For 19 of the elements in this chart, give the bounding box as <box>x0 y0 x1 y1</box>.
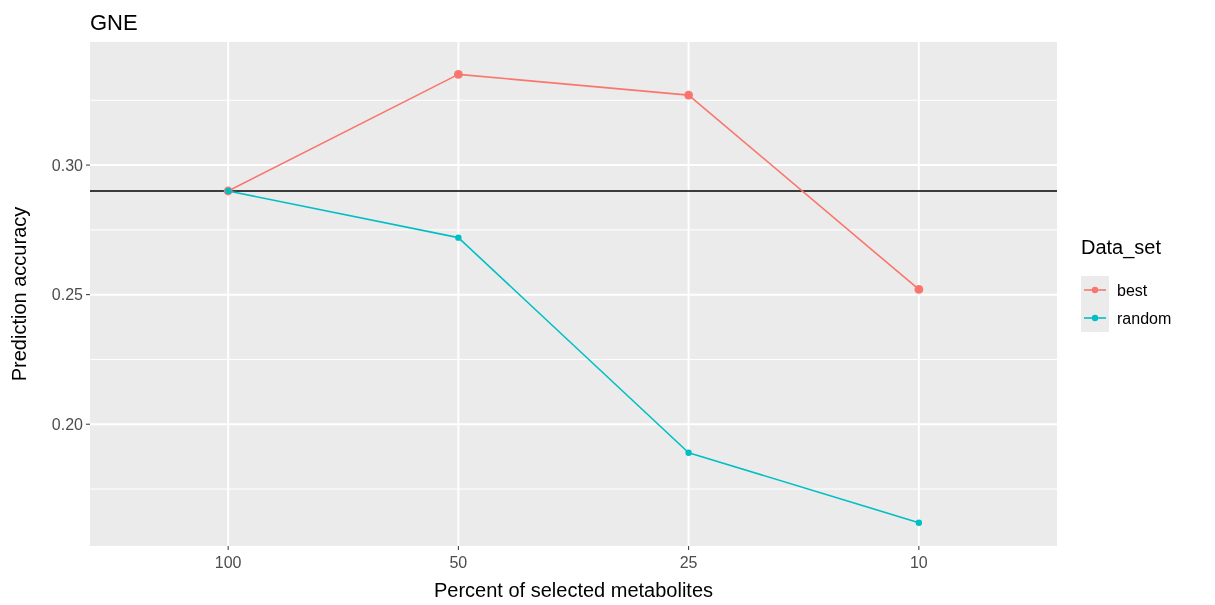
x-tick-label: 10 <box>909 554 928 571</box>
point <box>915 519 923 526</box>
y-tick-label: 0.25 <box>51 286 84 304</box>
legend-title: Data_set <box>1081 236 1162 259</box>
x-tick-label: 100 <box>214 554 242 571</box>
x-tick-label: 50 <box>449 554 468 571</box>
point <box>914 285 924 294</box>
y-tick-label: 0.20 <box>51 415 84 433</box>
legend-label: best <box>1117 281 1148 299</box>
point <box>455 234 462 241</box>
y-axis-title: Prediction accuracy <box>8 206 30 382</box>
x-tick-label: 25 <box>679 554 698 571</box>
x-axis-title: Percent of selected metabolites <box>433 579 714 601</box>
legend-label: random <box>1117 309 1172 327</box>
point <box>684 90 694 100</box>
y-tick-label: 0.30 <box>51 156 84 174</box>
point <box>453 69 463 79</box>
point <box>685 449 692 456</box>
chart-title: GNE <box>90 10 138 35</box>
